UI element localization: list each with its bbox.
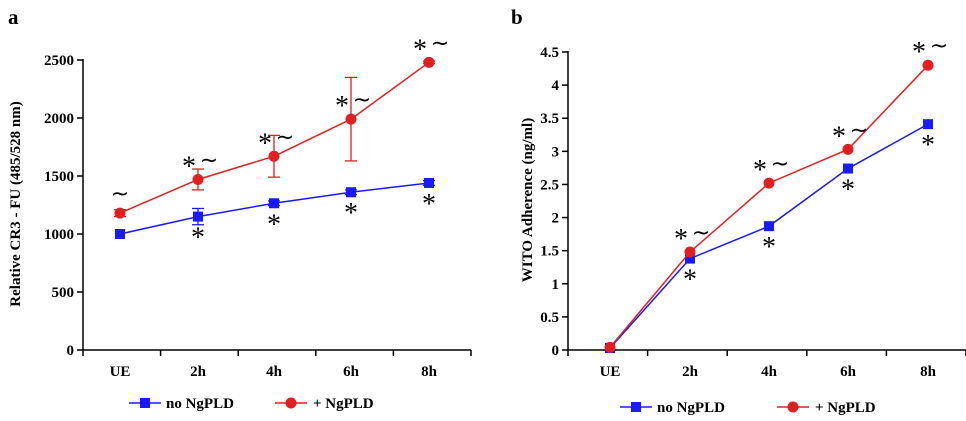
- panel-b-y-tick-label: 0: [552, 343, 560, 359]
- panel-a-legend-label-ngpld: + NgPLD: [313, 396, 374, 412]
- chart-panel-a: 0 500 1000 1500 2000 2500 UE 2h 4h 6h 8h Relative C…: [8, 31, 472, 412]
- panel-a-significance-star: *: [413, 34, 427, 65]
- panel-a-y-tick-label: 1500: [44, 169, 74, 185]
- panel-a-marker-square: [115, 229, 125, 239]
- panel-b-significance-star: *: [674, 224, 688, 255]
- panel-a-significance-star: *: [191, 223, 205, 254]
- panel-b-y-axis-title: WITO Adherence (ng/ml): [520, 118, 536, 282]
- panel-a-significance-tilde: ~: [431, 31, 449, 56]
- panel-a-marker-circle: [114, 207, 126, 219]
- panel-b-significance-tilde: ~: [692, 221, 710, 246]
- panel-a-x-tick-label: 2h: [190, 364, 207, 380]
- panel-a-y-tick-label: 500: [52, 285, 75, 301]
- panel-b-series-line-1: [609, 64, 929, 348]
- panel-b-legend-label-ngpld: + NgPLD: [815, 400, 876, 416]
- panel-b-y-tick-label: 0.5: [540, 310, 559, 326]
- panel-a-y-tick-label: 0: [67, 343, 75, 359]
- panel-b-legend-label-no-ngpld: no NgPLD: [657, 400, 725, 416]
- panel-a-x-tick-label: 8h: [421, 364, 438, 380]
- panel-a-significance-tilde: ~: [276, 125, 294, 150]
- panel-b-y-tick-label: 1.5: [540, 244, 559, 260]
- panel-b-x-tick-label: 2h: [682, 364, 699, 380]
- panel-a-marker-square: [346, 187, 356, 198]
- panel-a-legend-label-no-ngpld: no NgPLD: [166, 396, 234, 412]
- panel-b-marker-circle: [922, 59, 934, 71]
- panel-b-marker-square: [843, 163, 853, 174]
- panel-a-legend-marker-ngpld: [285, 397, 297, 409]
- panel-b-marker-circle: [604, 341, 616, 353]
- panel-a-x-tick-label: 6h: [343, 364, 360, 380]
- panel-b-y-tick-label: 4.5: [540, 45, 559, 61]
- panel-b-significance-tilde: ~: [850, 118, 868, 143]
- panel-b-significance-star: *: [832, 121, 846, 152]
- panel-b-y-tick-label: 3: [552, 144, 560, 160]
- panel-a-marker-circle: [345, 113, 357, 125]
- panel-a-significance-tilde: ~: [111, 182, 129, 207]
- panel-a-marker-square: [424, 177, 434, 188]
- panel-a-marker-circle: [268, 150, 280, 162]
- panel-a-y-axis-title: Relative CR3 - FU (485/528 nm): [8, 101, 24, 306]
- panel-a-y-tick-label: 1000: [44, 227, 74, 243]
- panel-b-x-tick-label: 6h: [840, 364, 857, 380]
- panel-a-marker-circle: [423, 56, 435, 68]
- panel-a-significance-star: *: [267, 209, 281, 240]
- panel-b-y-tick-label: 4: [552, 78, 560, 94]
- panel-a-significance-tilde: ~: [353, 88, 371, 113]
- panel-b-x-tick-label: 4h: [761, 364, 778, 380]
- panel-a-significance-star: *: [182, 151, 196, 182]
- panel-b-significance-star: *: [683, 265, 697, 296]
- panel-b-marker-circle: [684, 246, 696, 258]
- panel-a-significance-star: *: [335, 91, 349, 122]
- panel-b-legend-marker-ngpld: [787, 401, 799, 413]
- panel-a-marker-square: [269, 198, 279, 209]
- panel-b-y-tick-label: 3.5: [540, 111, 559, 127]
- panel-a-legend-marker-no-ngpld: [140, 398, 150, 408]
- panel-b-significance-tilde: ~: [930, 34, 948, 59]
- panel-b-significance-star: *: [912, 37, 926, 68]
- panel-b-x-tick-label: 8h: [920, 364, 937, 380]
- panel-b-marker-circle: [763, 177, 775, 189]
- panel-b-significance-star: *: [762, 232, 776, 263]
- panel-a-significance-tilde: ~: [200, 148, 218, 173]
- panel-a-significance-star: *: [422, 189, 436, 220]
- panel-a-x-tick-label: 4h: [266, 364, 283, 380]
- panel-b-significance-tilde: ~: [771, 152, 789, 177]
- panel-a-y-tick-label: 2000: [44, 111, 74, 127]
- panel-b-x-tick-label: UE: [600, 364, 621, 380]
- panel-a-marker-circle: [192, 173, 204, 185]
- panel-letter-a: a: [8, 5, 19, 29]
- panel-b-significance-star: *: [753, 155, 767, 186]
- panel-b-significance-star: *: [921, 130, 935, 161]
- panel-b-marker-circle: [842, 143, 854, 155]
- panel-a-x-tick-label: UE: [110, 364, 131, 380]
- panel-a-y-tick-label: 2500: [44, 53, 74, 69]
- panel-b-y-tick-label: 2: [552, 211, 560, 227]
- panel-b-marker-square: [923, 119, 933, 130]
- panel-b-y-tick-label: 2.5: [540, 177, 559, 193]
- panel-b-significance-star: *: [841, 175, 855, 206]
- panel-a-significance-star: *: [344, 198, 358, 229]
- panel-b-marker-square: [685, 253, 695, 264]
- panel-b-y-tick-label: 1: [552, 277, 560, 293]
- panel-a-significance-star: *: [258, 128, 272, 159]
- chart-panel-b: 0 0.5 1 1.5 2 2.5 3 3.5 4 4.5 UE 2h 4h 6h 8h WITO Adher…: [520, 34, 966, 416]
- panel-letter-b: b: [511, 5, 523, 29]
- panel-b-legend-marker-no-ngpld: [631, 402, 641, 412]
- panel-b-marker-square: [764, 221, 774, 232]
- panel-a-marker-square: [193, 211, 203, 222]
